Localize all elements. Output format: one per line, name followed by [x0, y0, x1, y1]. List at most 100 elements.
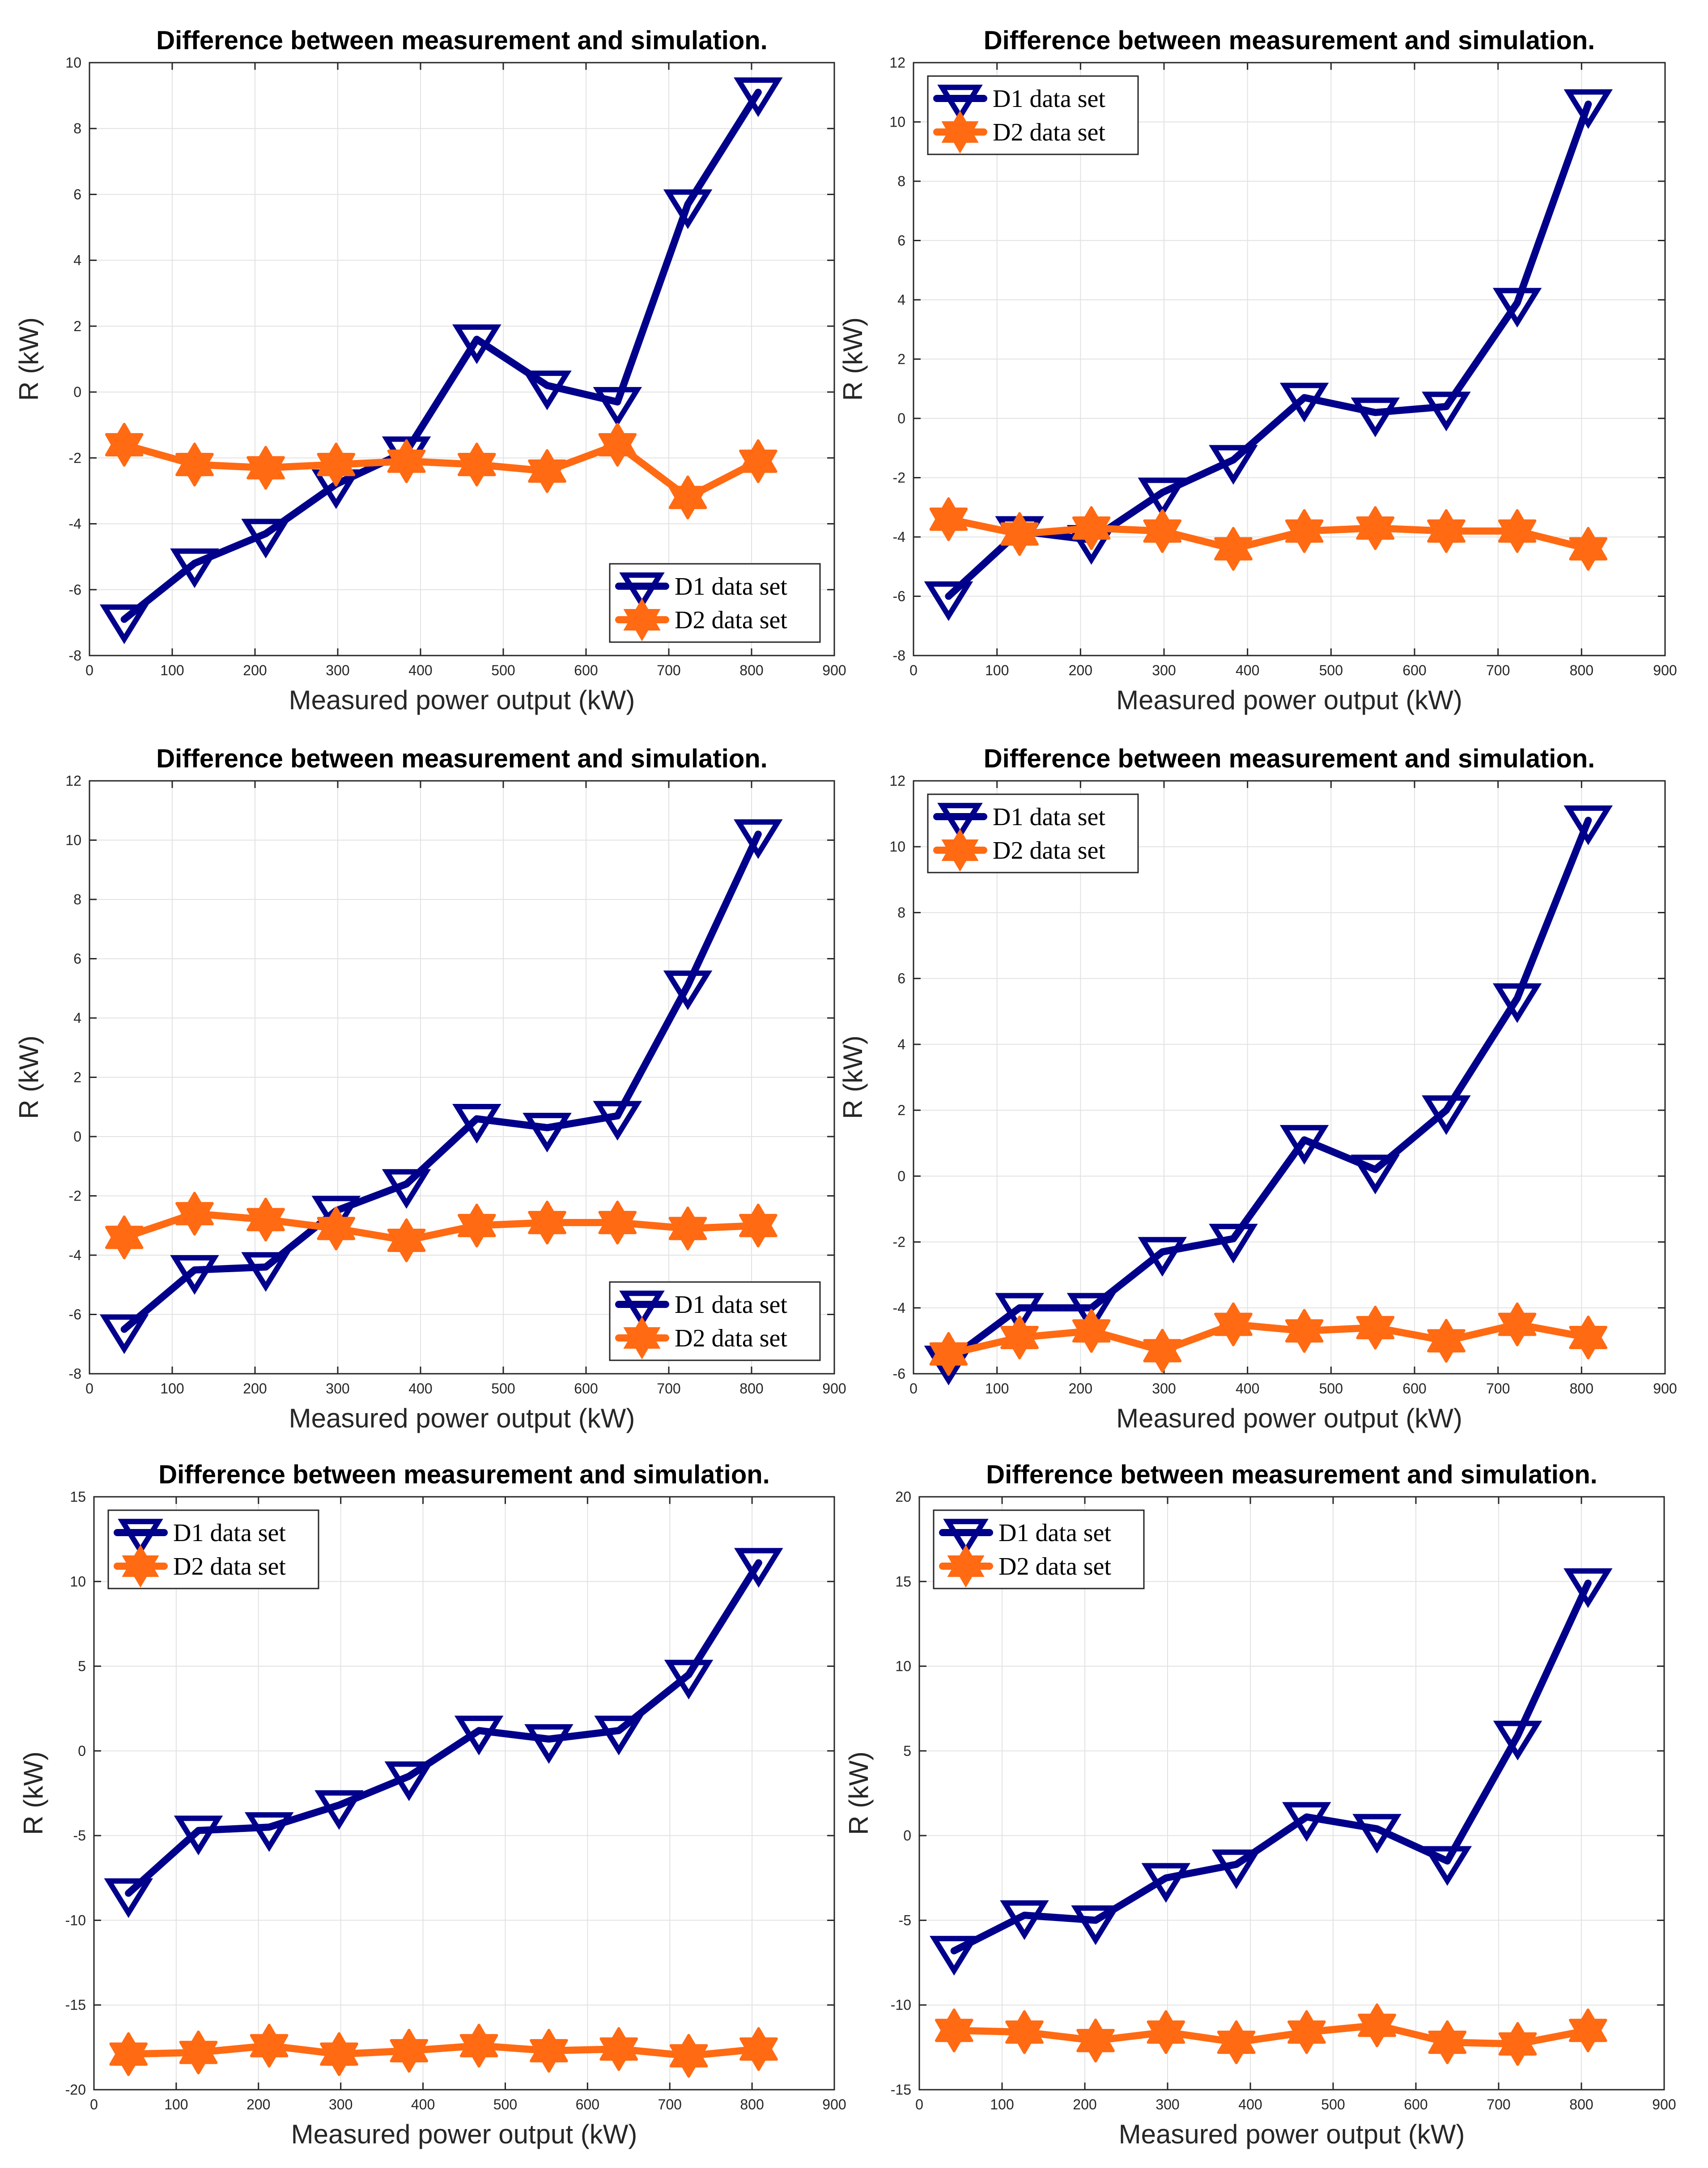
data-point-d1: [1422, 392, 1471, 431]
y-tick-label: -2: [69, 1188, 81, 1204]
y-tick-label: 4: [897, 292, 905, 308]
data-point-d2: [739, 2027, 778, 2071]
x-tick-label: 100: [160, 1380, 184, 1397]
data-point-d1: [170, 548, 219, 588]
legend-label-d2: D2 data set: [993, 837, 1105, 865]
data-point-d2: [1569, 527, 1608, 571]
legend-marker-d2: [947, 1545, 985, 1588]
legend-label-d2: D2 data set: [993, 119, 1105, 146]
data-point-d2: [1072, 1309, 1111, 1353]
y-tick-label: -2: [69, 450, 81, 466]
data-point-d2: [1285, 509, 1324, 553]
data-point-d2: [1356, 1305, 1395, 1350]
chart-title: Difference between measurement and simul…: [986, 1460, 1598, 1489]
data-point-d1: [1351, 1154, 1400, 1195]
y-tick-label: -6: [69, 582, 81, 598]
data-point-d2: [459, 2023, 498, 2068]
x-axis-label: Measured power output (kW): [1116, 1403, 1462, 1433]
data-point-d2: [246, 1197, 285, 1242]
x-tick-label: 500: [491, 662, 515, 678]
chart-panel: 0 100 200 300 400 500 600 700 800 900 -8 -6 -4 -2 0 2 4 6…: [838, 26, 1677, 715]
y-tick-label: -6: [893, 588, 905, 605]
data-point-d2: [739, 439, 778, 483]
data-point-d1: [664, 1660, 714, 1699]
x-tick-label: 200: [246, 2096, 270, 2113]
data-point-d1: [1422, 1095, 1471, 1135]
y-tick-label: 12: [889, 55, 905, 71]
y-tick-label: 5: [78, 1658, 86, 1674]
data-point-d1: [1211, 1849, 1261, 1889]
y-tick-label: 8: [73, 120, 81, 136]
y-tick-label: 6: [897, 233, 905, 249]
x-axis-label: Measured power output (kW): [289, 685, 635, 715]
legend: D1 data set D2 data set: [609, 563, 821, 643]
y-tick-label: -8: [69, 1366, 81, 1382]
legend: D1 data set D2 data set: [107, 1509, 319, 1589]
x-tick-label: 300: [329, 2096, 353, 2113]
y-tick-label: 6: [897, 971, 905, 987]
data-point-d1: [1493, 1721, 1542, 1761]
x-tick-label: 600: [1402, 662, 1426, 678]
x-tick-label: 900: [1652, 2096, 1676, 2113]
data-point-d1: [1282, 1802, 1331, 1842]
legend-marker-d1: [619, 572, 665, 609]
data-point-d2: [1000, 512, 1039, 556]
series-line-d2: [945, 515, 1592, 553]
data-point-d1: [594, 1716, 643, 1755]
legend-marker-d1: [619, 1291, 665, 1328]
data-point-d2: [1285, 1309, 1324, 1353]
data-point-d1: [452, 1103, 501, 1144]
legend-marker-d2: [623, 598, 661, 641]
axes-box: [913, 780, 1666, 1375]
data-point-d2: [528, 449, 566, 493]
data-point-d2: [1569, 1316, 1608, 1359]
series-line-d1: [950, 1580, 1592, 1955]
y-tick-label: -6: [69, 1307, 81, 1323]
data-point-d1: [523, 371, 572, 410]
x-tick-label: 200: [243, 1380, 267, 1397]
data-point-d2: [1217, 2020, 1256, 2064]
data-point-d1: [593, 1101, 642, 1141]
y-tick-label: 5: [903, 1743, 911, 1759]
data-point-d2: [530, 2028, 568, 2073]
data-point-d2: [317, 443, 356, 487]
y-tick-label: -10: [891, 1997, 911, 2013]
y-tick-label: 6: [73, 186, 81, 202]
x-axis-label: Measured power output (kW): [289, 1403, 635, 1433]
data-point-d2: [1498, 1302, 1537, 1346]
data-point-d1: [174, 1815, 223, 1856]
legend-label-d1: D1 data set: [998, 1519, 1111, 1547]
data-point-d1: [995, 1293, 1044, 1333]
x-tick-label: 900: [1653, 662, 1677, 678]
y-tick-label: 0: [73, 384, 81, 400]
y-tick-label: 10: [889, 114, 905, 130]
x-tick-label: 0: [85, 1380, 93, 1397]
legend-marker-d1: [937, 85, 983, 122]
data-point-d1: [1066, 1293, 1116, 1333]
data-point-d1: [734, 1548, 783, 1588]
x-tick-label: 700: [657, 662, 680, 678]
data-point-d2: [387, 1218, 426, 1262]
data-point-d1: [104, 1878, 153, 1918]
data-point-d1: [663, 189, 713, 229]
chart-panel: 0 100 200 300 400 500 600 700 800 900 -6 -4 -2 0 2 4 6 8 1…: [838, 744, 1677, 1433]
data-point-d2: [317, 1206, 356, 1251]
data-point-d2: [1427, 1319, 1466, 1363]
data-point-d2: [598, 1201, 637, 1245]
x-tick-label: 700: [658, 2096, 682, 2113]
legend-label-d1: D1 data set: [675, 573, 787, 601]
x-tick-label: 500: [1319, 1380, 1343, 1397]
series-line-d1: [125, 1559, 762, 1897]
x-tick-label: 700: [1486, 662, 1510, 678]
legend-marker-d2: [941, 829, 979, 872]
chart-panel: 0 100 200 300 400 500 600 700 800 900 -20 -15 -10 -5 0…: [18, 1460, 846, 2149]
y-tick-label: -4: [893, 1300, 905, 1316]
y-tick-label: 2: [73, 318, 81, 334]
data-point-d1: [314, 1790, 364, 1830]
data-point-d1: [1138, 1237, 1187, 1277]
y-tick-label: 8: [897, 904, 905, 920]
y-tick-label: 8: [897, 173, 905, 189]
y-tick-label: 2: [897, 351, 905, 367]
y-axis-label: R (kW): [844, 1751, 874, 1835]
chart-title: Difference between measurement and simul…: [984, 744, 1595, 773]
